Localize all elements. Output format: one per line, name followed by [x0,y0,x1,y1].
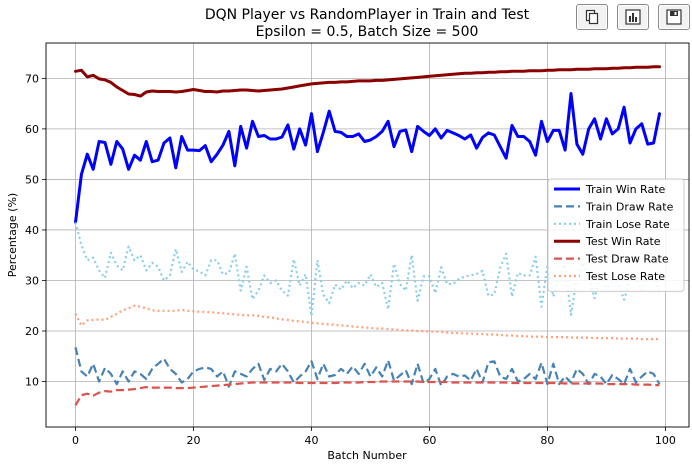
y-tick-label: 50 [25,173,39,186]
series-layer [74,65,661,406]
legend-label-5: Test Lose Rate [585,270,665,283]
save-icon [666,9,682,25]
legend-label-0: Train Win Rate [585,183,666,196]
x-tick-label: 80 [540,434,554,447]
legend-label-2: Train Lose Rate [585,218,670,231]
x-tick-label: 100 [655,434,676,447]
y-tick-label: 60 [25,123,39,136]
y-tick-label: 10 [25,376,39,389]
legend-label-1: Train Draw Rate [585,200,674,213]
toolbar [576,4,690,30]
legend-label-3: Test Win Rate [585,235,661,248]
series-line-4 [74,380,660,406]
copy-icon [585,9,599,25]
legend-frame [547,178,685,292]
x-tick-label: 0 [72,434,79,447]
chart-subtitle: Epsilon = 0.5, Batch Size = 500 [256,24,479,40]
plot-frame [45,42,690,428]
save-button[interactable] [658,4,690,30]
series-line-0 [74,92,661,224]
y-tick-label: 30 [25,274,39,287]
x-axis-label: Batch Number [327,449,407,462]
y-tick-label: 70 [25,72,39,85]
chart-title: DQN Player vs RandomPlayer in Train and … [205,7,530,23]
x-tick-label: 40 [304,434,318,447]
y-tick-label: 40 [25,224,39,237]
series-line-3 [74,65,661,98]
axes [42,42,690,431]
series-line-5 [74,304,660,341]
copy-button[interactable] [576,4,608,30]
series-line-1 [74,346,661,388]
y-axis-label: Percentage (%) [6,193,19,277]
bar-chart-icon [625,9,641,25]
tick-labels: 0 20 40 60 80 100 10 20 30 40 50 60 70 [25,72,676,447]
x-tick-label: 20 [186,434,200,447]
chart-button[interactable] [617,4,649,30]
legend-label-4: Test Draw Rate [585,253,669,266]
legend: Train Win Rate Train Draw Rate Train Lose … [547,178,685,292]
y-tick-label: 20 [25,325,39,338]
x-tick-label: 60 [422,434,436,447]
